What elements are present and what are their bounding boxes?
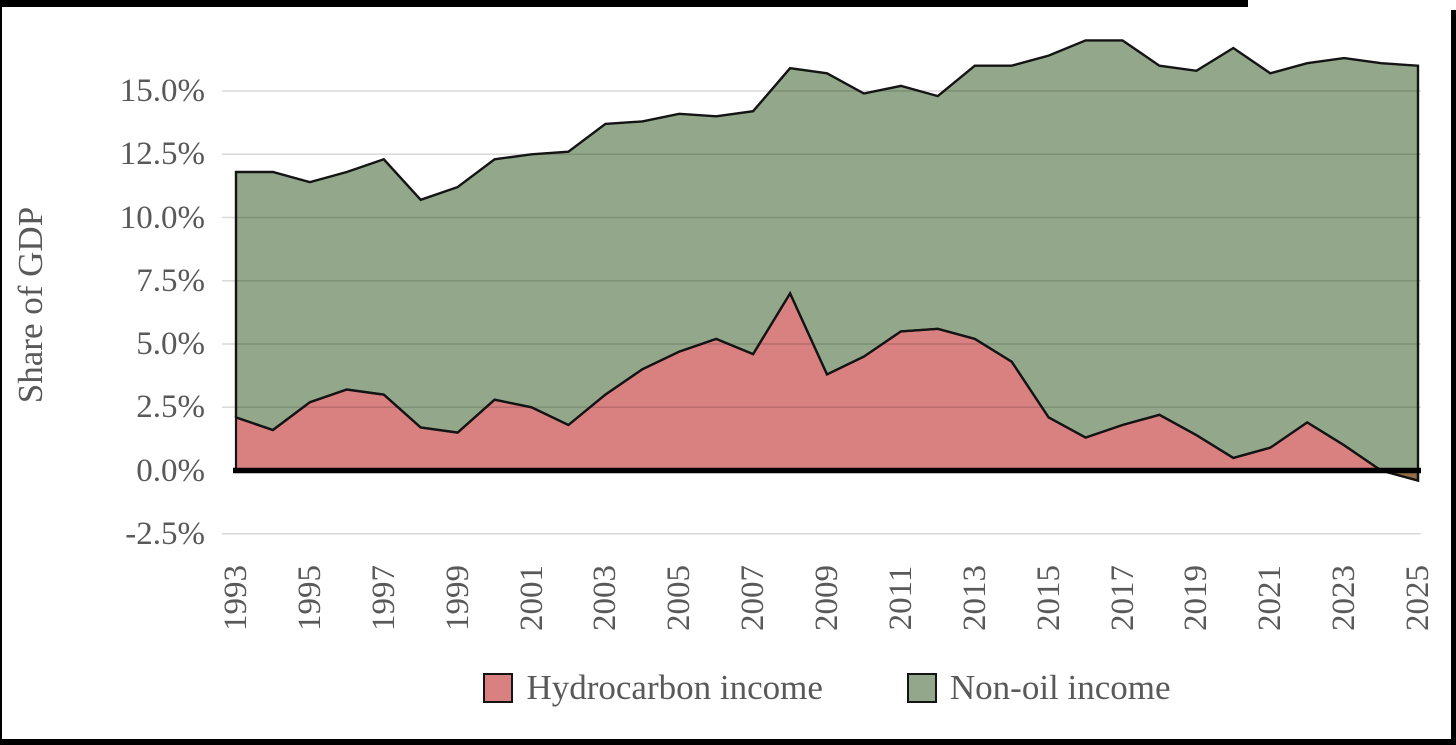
- x-tick-label: 2011: [882, 565, 919, 631]
- x-tick-label: 1995: [291, 565, 328, 631]
- legend-label-hydrocarbon: Hydrocarbon income: [526, 668, 823, 707]
- x-tick-label: 2013: [956, 565, 993, 631]
- x-tick-label: 2017: [1104, 565, 1141, 631]
- x-tick-label: 2023: [1326, 565, 1363, 631]
- legend: Hydrocarbon income Non-oil income: [236, 664, 1418, 712]
- legend-label-non-oil: Non-oil income: [949, 668, 1171, 707]
- y-tick-label: 15.0%: [119, 73, 205, 109]
- y-tick-label: 0.0%: [136, 452, 205, 489]
- non-oil-outline: [234, 39, 1420, 483]
- x-tick-label: 2019: [1178, 565, 1215, 631]
- non-oil-area: [236, 40, 1418, 481]
- x-tick-label: 2015: [1030, 565, 1067, 631]
- x-tick-label: 2025: [1400, 565, 1436, 631]
- screenshot-border-right: [1451, 10, 1456, 745]
- x-tick-label: 2021: [1252, 565, 1289, 631]
- non-oil-swatch-icon: [906, 673, 937, 703]
- x-tick-label: 2009: [809, 565, 845, 631]
- legend-item-non-oil: Non-oil income: [906, 668, 1171, 708]
- y-tick-label: -2.5%: [125, 515, 205, 552]
- screenshot-border-top: [0, 0, 1248, 7]
- y-tick-label: 7.5%: [136, 262, 205, 299]
- y-tick-label: 12.5%: [119, 136, 205, 173]
- hydrocarbon-swatch-icon: [483, 673, 514, 703]
- x-tick-label: 2001: [513, 565, 550, 631]
- y-tick-label: 10.0%: [119, 199, 205, 236]
- hydrocarbon-area: [236, 293, 1418, 481]
- screenshot-border-left: [0, 0, 2, 745]
- y-tick-label: 2.5%: [136, 389, 205, 426]
- x-tick-label: 1993: [218, 565, 254, 631]
- x-tick-label: 2003: [587, 565, 624, 631]
- x-tick-label: 1997: [365, 565, 402, 631]
- screenshot-border-bottom: [0, 739, 1456, 745]
- x-tick-label: 1999: [439, 565, 476, 631]
- y-tick-label: 5.0%: [136, 326, 205, 362]
- x-tick-label: 2005: [661, 565, 698, 631]
- x-tick-label: 2007: [735, 565, 772, 631]
- legend-item-hydrocarbon: Hydrocarbon income: [483, 668, 823, 708]
